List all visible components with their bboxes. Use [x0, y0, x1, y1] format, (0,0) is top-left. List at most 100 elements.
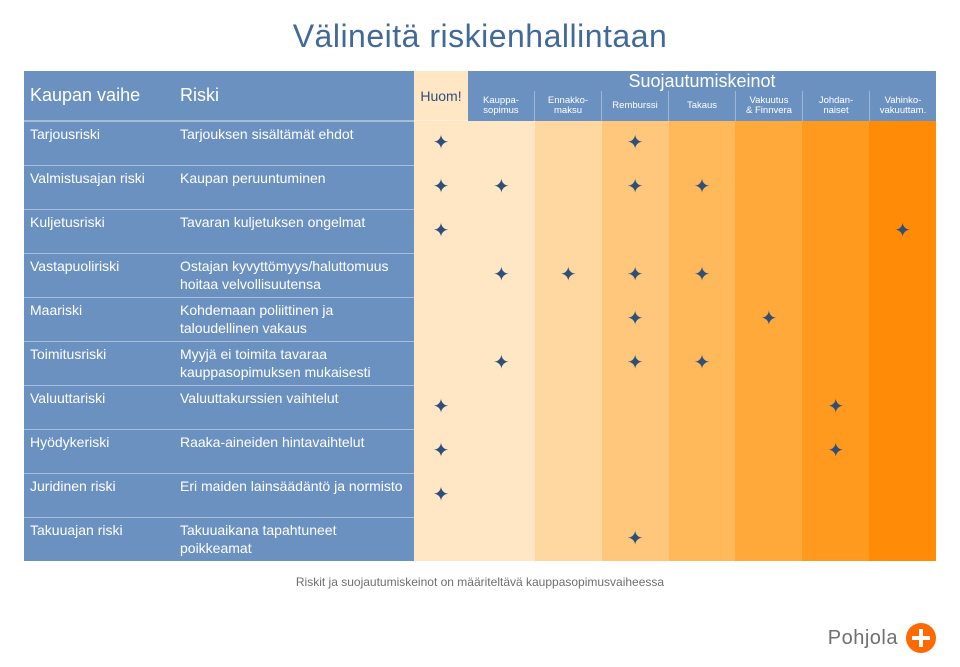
matrix-cells: ✦ — [468, 121, 936, 165]
huom-cell: ✦ — [414, 209, 468, 253]
matrix-cell — [869, 121, 936, 165]
matrix-cell — [535, 473, 602, 517]
matrix-cell — [869, 297, 936, 341]
huom-cell: ✦ — [414, 121, 468, 165]
matrix-cell: ✦ — [535, 253, 602, 297]
matrix-cell — [669, 429, 736, 473]
page-title: Välineitä riskienhallintaan — [24, 18, 936, 55]
matrix-cells — [468, 473, 936, 517]
column-subheader: Kauppa-sopimus — [468, 91, 534, 121]
matrix-cell: ✦ — [669, 341, 736, 385]
star-icon: ✦ — [627, 177, 644, 197]
table-row: VastapuoliriskiOstajan kyvyttömyys/halut… — [24, 253, 936, 297]
phase-label: Juridinen riski — [24, 473, 174, 517]
matrix-cells: ✦✦✦ — [468, 165, 936, 209]
matrix-cell — [802, 253, 869, 297]
star-icon: ✦ — [894, 221, 911, 241]
matrix-cell: ✦ — [468, 253, 535, 297]
table-row: Takuuajan riskiTakuuaikana tapahtuneet p… — [24, 517, 936, 561]
column-header-phase: Kaupan vaihe — [24, 71, 174, 121]
matrix-cell — [735, 385, 802, 429]
matrix-cell: ✦ — [602, 517, 669, 561]
footnote-text: Riskit ja suojautumiskeinot on määritelt… — [24, 575, 936, 589]
huom-cell: ✦ — [414, 385, 468, 429]
matrix-cell — [535, 341, 602, 385]
star-icon: ✦ — [627, 353, 644, 373]
risk-label: Eri maiden lainsäädäntö ja normisto — [174, 473, 414, 517]
phase-label: Hyödykeriski — [24, 429, 174, 473]
matrix-cell: ✦ — [602, 297, 669, 341]
matrix-cell — [535, 429, 602, 473]
star-icon: ✦ — [433, 133, 450, 153]
phase-label: Takuuajan riski — [24, 517, 174, 561]
risk-label: Tarjouksen sisältämät ehdot — [174, 121, 414, 165]
matrix-cell — [869, 165, 936, 209]
star-icon: ✦ — [627, 309, 644, 329]
column-header-risk: Riski — [174, 71, 414, 121]
matrix-cell — [735, 253, 802, 297]
matrix-cell — [669, 297, 736, 341]
matrix-cell — [602, 429, 669, 473]
phase-label: Toimitusriski — [24, 341, 174, 385]
matrix-cell — [468, 209, 535, 253]
huom-cell: ✦ — [414, 429, 468, 473]
column-subheader: Vahinko-vakuuttam. — [869, 91, 936, 121]
matrix-cells: ✦ — [468, 517, 936, 561]
matrix-cells: ✦ — [468, 209, 936, 253]
table-row: KuljetusriskiTavaran kuljetuksen ongelma… — [24, 209, 936, 253]
huom-cell — [414, 341, 468, 385]
matrix-cell — [535, 385, 602, 429]
risk-label: Takuuaikana tapahtuneet poikkeamat — [174, 517, 414, 561]
page: Välineitä riskienhallintaan Kaupan vaihe… — [0, 0, 960, 667]
column-subheader: Ennakko-maksu — [534, 91, 601, 121]
matrix-cell: ✦ — [602, 253, 669, 297]
column-subheader: Johdan-naiset — [802, 91, 869, 121]
matrix-cell — [669, 473, 736, 517]
huom-cell — [414, 253, 468, 297]
risk-matrix-table: Kaupan vaiheRiskiHuom!SuojautumiskeinotK… — [24, 71, 936, 561]
pohjola-logo: Pohjola — [828, 623, 936, 653]
star-icon: ✦ — [627, 529, 644, 549]
star-icon: ✦ — [493, 265, 510, 285]
star-icon: ✦ — [694, 177, 711, 197]
risk-label: Kaupan peruuntuminen — [174, 165, 414, 209]
phase-label: Tarjousriski — [24, 121, 174, 165]
matrix-cell — [735, 165, 802, 209]
huom-cell: ✦ — [414, 165, 468, 209]
matrix-cell — [602, 385, 669, 429]
star-icon: ✦ — [627, 265, 644, 285]
phase-label: Kuljetusriski — [24, 209, 174, 253]
huom-cell: ✦ — [414, 473, 468, 517]
matrix-cell — [535, 517, 602, 561]
matrix-cell — [535, 209, 602, 253]
matrix-cell — [468, 517, 535, 561]
table-row: ToimitusriskiMyyjä ei toimita tavaraa ka… — [24, 341, 936, 385]
matrix-cell: ✦ — [669, 253, 736, 297]
matrix-cell — [468, 429, 535, 473]
matrix-cell — [802, 341, 869, 385]
matrix-cell — [869, 341, 936, 385]
matrix-cell: ✦ — [602, 341, 669, 385]
matrix-cell — [669, 209, 736, 253]
matrix-cell — [735, 517, 802, 561]
phase-label: Valmistusajan riski — [24, 165, 174, 209]
matrix-cell — [535, 165, 602, 209]
risk-label: Kohdemaan poliittinen ja taloudellinen v… — [174, 297, 414, 341]
logo-text: Pohjola — [828, 627, 898, 650]
matrix-cell: ✦ — [802, 429, 869, 473]
matrix-cell — [869, 385, 936, 429]
table-row: Valmistusajan riskiKaupan peruuntuminen✦… — [24, 165, 936, 209]
matrix-cell — [602, 473, 669, 517]
risk-label: Tavaran kuljetuksen ongelmat — [174, 209, 414, 253]
logo-badge-icon — [906, 623, 936, 653]
star-icon: ✦ — [433, 397, 450, 417]
star-icon: ✦ — [433, 441, 450, 461]
star-icon: ✦ — [827, 441, 844, 461]
matrix-cell — [602, 209, 669, 253]
matrix-cells: ✦ ✦ ✦ — [468, 341, 936, 385]
column-group-suojautumiskeinot: SuojautumiskeinotKauppa-sopimusEnnakko-m… — [468, 71, 936, 121]
matrix-cells: ✦ ✦ ✦ ✦ — [468, 253, 936, 297]
phase-label: Vastapuoliriski — [24, 253, 174, 297]
matrix-cell — [735, 121, 802, 165]
matrix-cell: ✦ — [468, 341, 535, 385]
